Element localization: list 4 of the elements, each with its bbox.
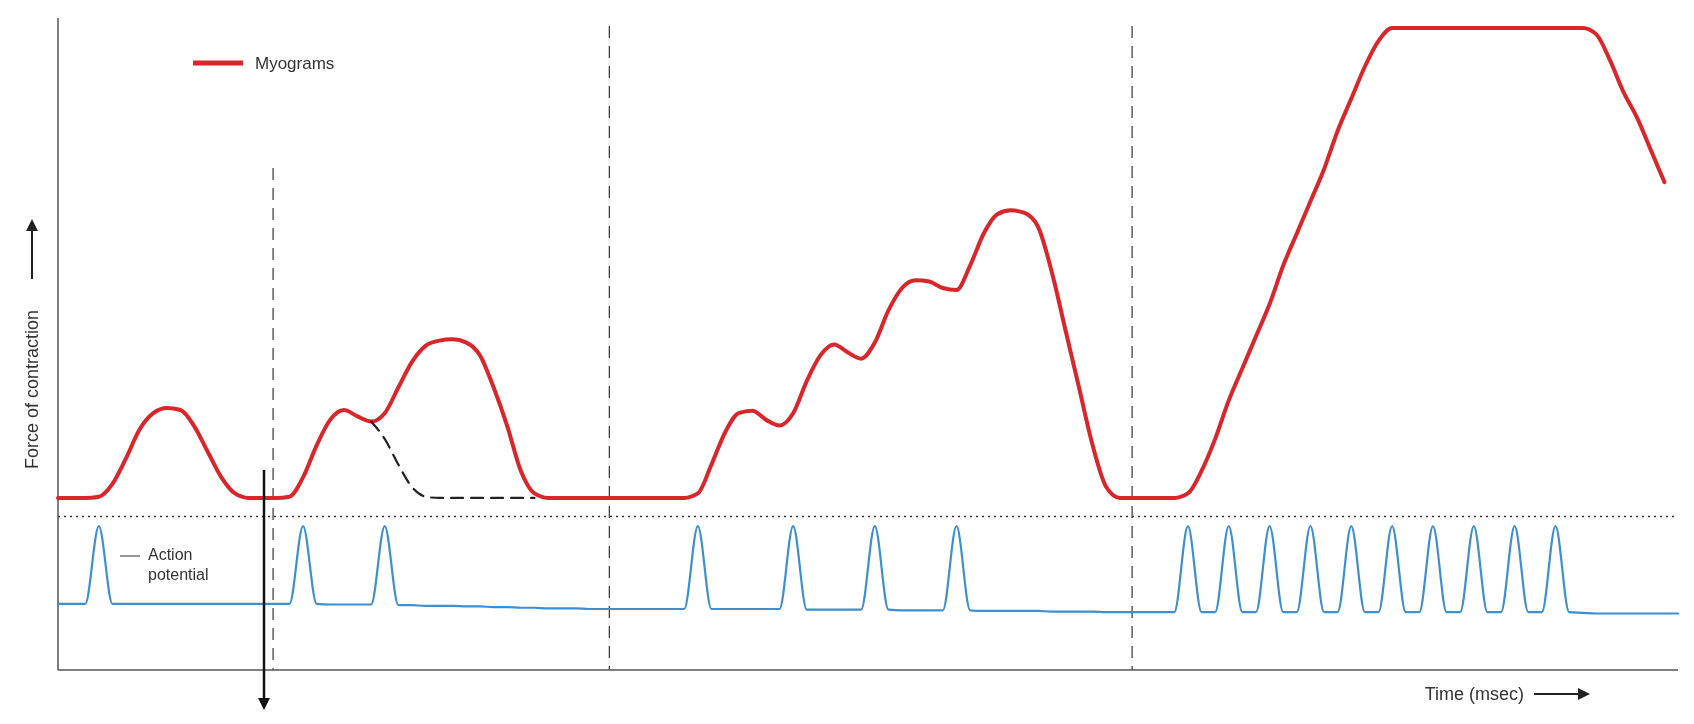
- legend-label: Myograms: [255, 54, 335, 73]
- annotation: Action potential: [148, 546, 209, 583]
- y-axis-title: Force of contraction: [22, 309, 42, 469]
- x-axis-title: Time (msec): [1424, 684, 1524, 704]
